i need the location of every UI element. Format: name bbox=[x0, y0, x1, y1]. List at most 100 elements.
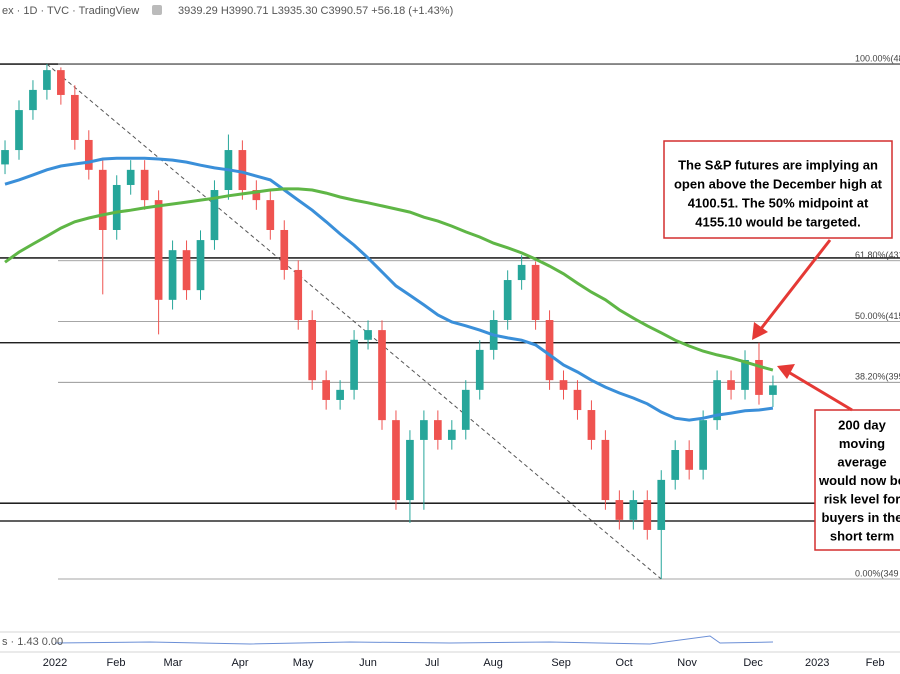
candle-body bbox=[70, 94, 79, 140]
candle-body bbox=[126, 169, 135, 185]
annotation-text: moving bbox=[839, 436, 885, 451]
x-tick-label: Sep bbox=[551, 657, 571, 669]
annotation-text: 4155.10 would be targeted. bbox=[695, 214, 860, 229]
x-tick-label: Dec bbox=[743, 657, 763, 669]
candle-body bbox=[140, 169, 149, 201]
x-tick-label: Jul bbox=[425, 657, 439, 669]
candle-body bbox=[29, 89, 37, 111]
fib-label: 50.00%(415 bbox=[855, 311, 900, 321]
candle-body bbox=[266, 200, 275, 230]
arrow-head bbox=[752, 322, 768, 340]
candle-body bbox=[629, 500, 638, 520]
candle-body bbox=[43, 70, 51, 90]
x-tick-label: Mar bbox=[164, 657, 183, 669]
x-tick-label: 2022 bbox=[43, 657, 67, 669]
x-tick-label: Jun bbox=[359, 657, 377, 669]
header-bar bbox=[0, 0, 900, 22]
candle-body bbox=[741, 359, 749, 390]
moving-average bbox=[4, 156, 774, 422]
annotation-text: would now be bbox=[818, 473, 900, 488]
candle-body bbox=[545, 320, 554, 381]
candle-body bbox=[475, 349, 484, 390]
x-tick-label: Nov bbox=[677, 657, 697, 669]
candle-body bbox=[461, 389, 470, 430]
candle-body bbox=[420, 420, 428, 440]
candle-body bbox=[1, 150, 9, 165]
candle-body bbox=[531, 264, 540, 321]
moving-average bbox=[4, 187, 774, 372]
candle-body bbox=[154, 200, 163, 300]
candle-body bbox=[671, 450, 680, 480]
annotation-text: risk level for bbox=[824, 491, 900, 506]
plot-area: 100.00%(481 61.80%(431 50.00%(415 38.20%(39… bbox=[0, 53, 900, 580]
candle-body bbox=[685, 450, 694, 470]
x-tick-label: Aug bbox=[483, 657, 503, 669]
candle-body bbox=[350, 339, 358, 390]
candle-body bbox=[392, 420, 400, 501]
x-tick-label: Oct bbox=[616, 657, 633, 669]
candle-body bbox=[447, 429, 456, 440]
x-tick-label: 2023 bbox=[805, 657, 829, 669]
candle-body bbox=[322, 380, 330, 400]
candle-body bbox=[713, 380, 721, 421]
candle-body bbox=[755, 359, 763, 395]
candle-body bbox=[238, 150, 247, 191]
candle-body bbox=[517, 264, 526, 281]
x-tick-label: May bbox=[293, 657, 314, 669]
candle-body bbox=[378, 330, 386, 421]
trend-line bbox=[46, 63, 662, 580]
annotation-box bbox=[814, 409, 900, 551]
arrow bbox=[789, 371, 853, 412]
arrow bbox=[758, 239, 832, 331]
candle-body bbox=[573, 389, 582, 411]
x-tick-label: Apr bbox=[231, 657, 248, 669]
annotation-text: short term bbox=[830, 528, 894, 543]
fib-label: 38.20%(399 bbox=[855, 372, 900, 382]
fib-label: 0.00%(349 bbox=[855, 568, 899, 578]
annotation-text: buyers in the bbox=[822, 510, 900, 525]
arrow-head bbox=[777, 364, 795, 379]
candle-body bbox=[15, 110, 23, 151]
icon[interactable] bbox=[152, 5, 162, 15]
annotation-text: 4100.51. The 50% midpoint at bbox=[688, 195, 869, 210]
indicator-line bbox=[54, 635, 774, 645]
candle-body bbox=[601, 439, 610, 501]
candle-body bbox=[727, 380, 735, 390]
candle-body bbox=[182, 250, 191, 291]
candle-body bbox=[503, 280, 512, 321]
candle-body bbox=[643, 500, 652, 530]
annotation-text: open above the December high at bbox=[674, 176, 883, 191]
candle-body bbox=[559, 380, 568, 390]
annotation-text: average bbox=[837, 454, 886, 469]
candle-body bbox=[308, 320, 317, 381]
candle-body bbox=[98, 169, 107, 230]
candle-body bbox=[294, 269, 303, 321]
candle-body bbox=[699, 420, 707, 470]
candle-body bbox=[587, 410, 596, 440]
x-tick-label: Feb bbox=[107, 657, 126, 669]
candle-body bbox=[196, 240, 205, 291]
candle-body bbox=[364, 330, 372, 340]
symbol-title: ex · 1D · TVC · TradingView bbox=[2, 5, 139, 17]
candle-body bbox=[252, 190, 261, 201]
candle-body bbox=[57, 70, 65, 95]
indicator-label: s · 1.43 0.00 bbox=[2, 636, 63, 648]
candle-body bbox=[280, 229, 289, 270]
annotations: The S&P futures are implying an open abov… bbox=[674, 157, 900, 543]
candle-body bbox=[657, 479, 666, 530]
quote: 3939.29 H3990.71 L3935.30 C3990.57 +56.1… bbox=[178, 5, 453, 17]
candle-body bbox=[84, 139, 93, 170]
annotation-box bbox=[663, 140, 893, 239]
x-tick-label: Feb bbox=[866, 657, 885, 669]
candle-body bbox=[168, 250, 177, 300]
candle-body bbox=[336, 389, 344, 400]
candle-body bbox=[615, 500, 624, 520]
candle-body bbox=[112, 184, 121, 230]
fib-label: 61.80%(431 bbox=[855, 250, 900, 260]
candle-body bbox=[210, 190, 219, 241]
annotation-text: 200 day bbox=[838, 417, 886, 432]
candle-body bbox=[769, 385, 777, 395]
annotation-text: The S&P futures are implying an bbox=[678, 157, 878, 172]
